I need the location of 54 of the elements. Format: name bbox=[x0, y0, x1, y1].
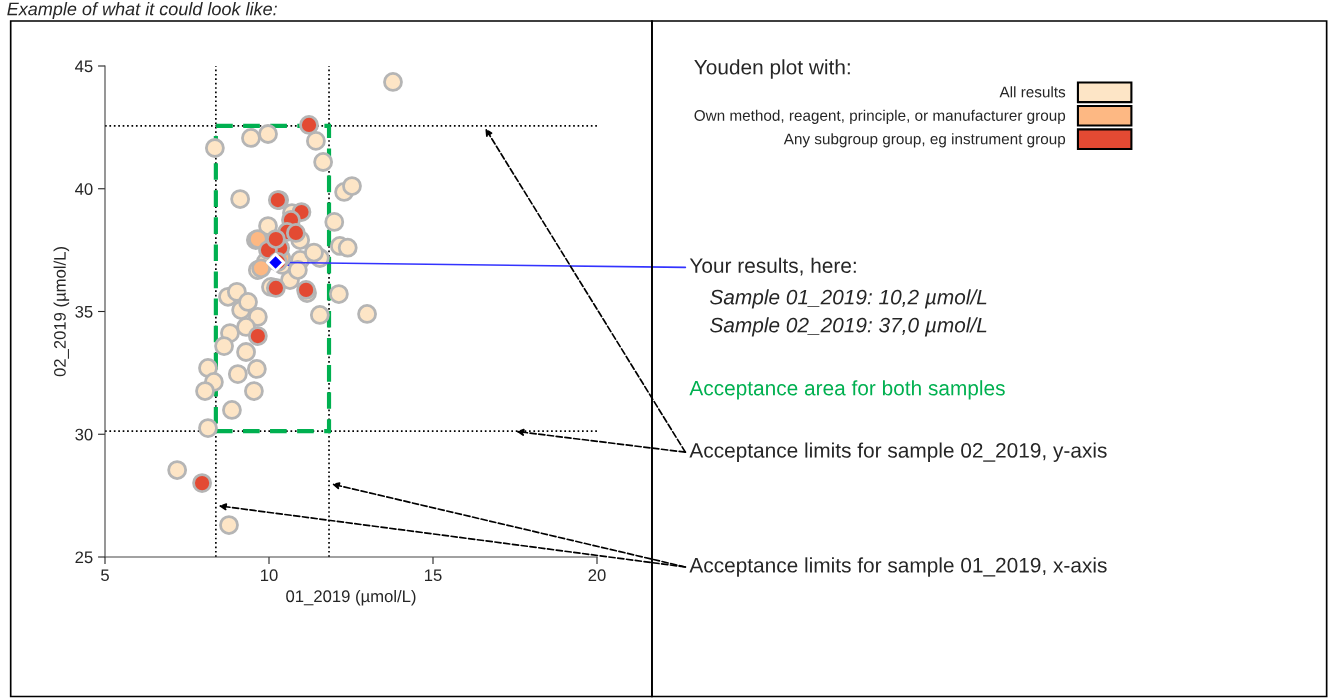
legend-label: Any subgroup group, eg instrument group bbox=[783, 133, 1066, 148]
point bbox=[192, 473, 212, 493]
point bbox=[258, 124, 278, 144]
point bbox=[244, 381, 264, 401]
x-tick-label: 15 bbox=[425, 569, 442, 582]
point bbox=[306, 130, 326, 151]
point bbox=[299, 115, 319, 135]
point bbox=[219, 515, 239, 535]
point bbox=[198, 418, 218, 439]
legend-label: Own method, reagent, principle, or manufacturer group bbox=[694, 109, 1066, 124]
y-tick-label: 25 bbox=[75, 551, 93, 564]
point bbox=[324, 212, 345, 232]
point bbox=[236, 342, 256, 362]
x-tick-label: 20 bbox=[588, 569, 606, 582]
x-tick-label: 5 bbox=[101, 569, 109, 582]
point bbox=[247, 326, 268, 346]
point bbox=[265, 229, 286, 249]
text: Sample 01_2019: 10,2 µmol/L bbox=[710, 289, 987, 309]
point bbox=[337, 237, 358, 258]
ref-line-label: Acceptance limits for sample 02_2019, y-axis bbox=[689, 442, 1107, 462]
point bbox=[238, 292, 258, 312]
point bbox=[342, 176, 362, 196]
point bbox=[287, 260, 308, 280]
point bbox=[328, 284, 349, 304]
point bbox=[309, 305, 330, 325]
legend-title: Youden plot with: bbox=[694, 59, 850, 79]
y-tick-label: 45 bbox=[75, 60, 93, 73]
y-tick-label: 40 bbox=[75, 183, 93, 195]
point bbox=[227, 364, 248, 384]
text: Sample 02_2019: 37,0 µmol/L bbox=[710, 317, 987, 337]
legend-label: All results bbox=[999, 86, 1066, 98]
point bbox=[195, 381, 215, 401]
point bbox=[383, 72, 403, 92]
x-axis-title: 01_2019 (µmol/L) bbox=[286, 589, 416, 606]
y-axis-title: 02_2019 (µmol/L) bbox=[53, 247, 70, 377]
text: Acceptance area for both samples bbox=[689, 380, 1005, 400]
point bbox=[214, 336, 234, 357]
point bbox=[265, 278, 286, 298]
point bbox=[204, 138, 225, 158]
y-tick-label: 35 bbox=[75, 305, 93, 318]
point bbox=[167, 460, 188, 480]
x-tick-label: 10 bbox=[261, 569, 278, 582]
point bbox=[241, 128, 261, 148]
point bbox=[357, 304, 377, 324]
point bbox=[230, 189, 251, 209]
y-tick-label: 30 bbox=[75, 428, 93, 441]
point bbox=[246, 359, 267, 379]
point bbox=[313, 152, 334, 172]
point bbox=[222, 400, 242, 420]
point bbox=[286, 223, 306, 243]
point bbox=[304, 242, 324, 263]
annotation: Your results, here: bbox=[689, 257, 856, 276]
ref-line-label: Acceptance limits for sample 01_2019, x-axis bbox=[689, 557, 1107, 577]
text: Example of what it could look like: bbox=[7, 2, 277, 19]
